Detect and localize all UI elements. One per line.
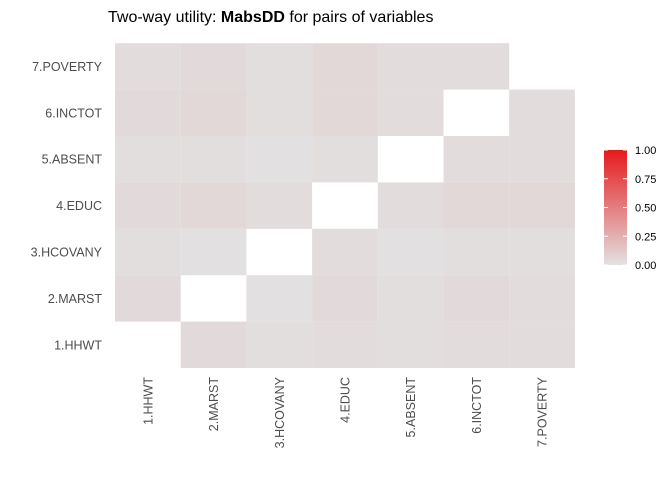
x-tick-label: 4.EDUC [338, 377, 352, 423]
heatmap-cell [312, 228, 378, 276]
heatmap-cell [443, 136, 510, 183]
heatmap-cell [509, 89, 575, 136]
y-axis-ticks: 1.HHWT 2.MARST 3.HCOVANY 4.EDUC 5.ABSENT 6.IN… [31, 60, 103, 352]
heatmap-cell [180, 89, 247, 136]
y-tick-label: 1.HHWT [54, 338, 102, 352]
heatmap-cells [115, 43, 575, 368]
heatmap-cell [377, 321, 444, 368]
heatmap-cell [377, 43, 444, 90]
heatmap-cell [312, 89, 378, 136]
heatmap-cell [443, 228, 510, 276]
heatmap-cell [246, 89, 313, 136]
legend-tick-label: 0.50 [635, 203, 656, 215]
x-tick-label: 1.HHWT [141, 377, 155, 425]
heatmap-cell [509, 136, 575, 183]
heatmap-cell [443, 321, 510, 368]
heatmap-cell [115, 43, 181, 90]
x-tick-label: 5.ABSENT [404, 377, 418, 438]
heatmap-cell [377, 228, 444, 276]
heatmap-cell [115, 275, 181, 322]
heatmap-cell [509, 182, 575, 229]
chart-title-prefix: Two-way utility: [108, 9, 221, 26]
heatmap-cell [509, 228, 575, 276]
y-tick-label: 7.POVERTY [32, 60, 103, 74]
x-tick-label: 2.MARST [207, 377, 221, 432]
x-tick-label: 6.INCTOT [470, 377, 484, 434]
chart-title-bold: MabsDD [221, 9, 285, 26]
legend-tick-label: 1.00 [635, 145, 656, 157]
y-tick-label: 6.INCTOT [45, 106, 102, 120]
y-tick-label: 4.EDUC [56, 199, 102, 213]
heatmap-cell [246, 321, 313, 368]
chart-title: Two-way utility: MabsDD for pairs of var… [108, 9, 433, 26]
heatmap-cell [180, 321, 247, 368]
heatmap-cell [509, 321, 575, 368]
heatmap-cell [115, 136, 181, 183]
heatmap-cell [246, 182, 313, 229]
color-legend: 0.00 0.25 0.50 0.75 1.00 [604, 145, 656, 272]
legend-tick-label: 0.25 [635, 231, 656, 243]
heatmap-cell [377, 89, 444, 136]
heatmap-cell [312, 321, 378, 368]
y-tick-label: 5.ABSENT [42, 153, 103, 167]
legend-tick-label: 0.00 [635, 260, 656, 272]
heatmap-cell [312, 275, 378, 322]
heatmap-cell [180, 43, 247, 90]
chart-title-suffix: for pairs of variables [285, 9, 434, 26]
heatmap-cell [312, 136, 378, 183]
heatmap-cell [180, 136, 247, 183]
heatmap-cell [115, 182, 181, 229]
y-tick-label: 3.HCOVANY [31, 246, 103, 260]
heatmap-cell [246, 43, 313, 90]
legend-tick-label: 0.75 [635, 174, 656, 186]
heatmap-cell [312, 43, 378, 90]
x-tick-label: 7.POVERTY [536, 376, 550, 447]
heatmap-cell [509, 275, 575, 322]
heatmap-cell [377, 182, 444, 229]
x-tick-label: 3.HCOVANY [273, 376, 287, 448]
heatmap-cell [443, 182, 510, 229]
heatmap-cell [377, 275, 444, 322]
heatmap-cell [180, 228, 247, 276]
heatmap-cell [180, 182, 247, 229]
y-tick-label: 2.MARST [48, 292, 103, 306]
heatmap-cell [443, 275, 510, 322]
heatmap-cell [115, 228, 181, 276]
legend-colorbar [604, 150, 627, 265]
x-axis-ticks: 1.HHWT 2.MARST 3.HCOVANY 4.EDUC 5.ABSENT 6.IN… [141, 376, 549, 448]
heatmap-cell [115, 89, 181, 136]
heatmap-cell [246, 136, 313, 183]
heatmap-cell [443, 43, 510, 90]
heatmap-cell [246, 275, 313, 322]
